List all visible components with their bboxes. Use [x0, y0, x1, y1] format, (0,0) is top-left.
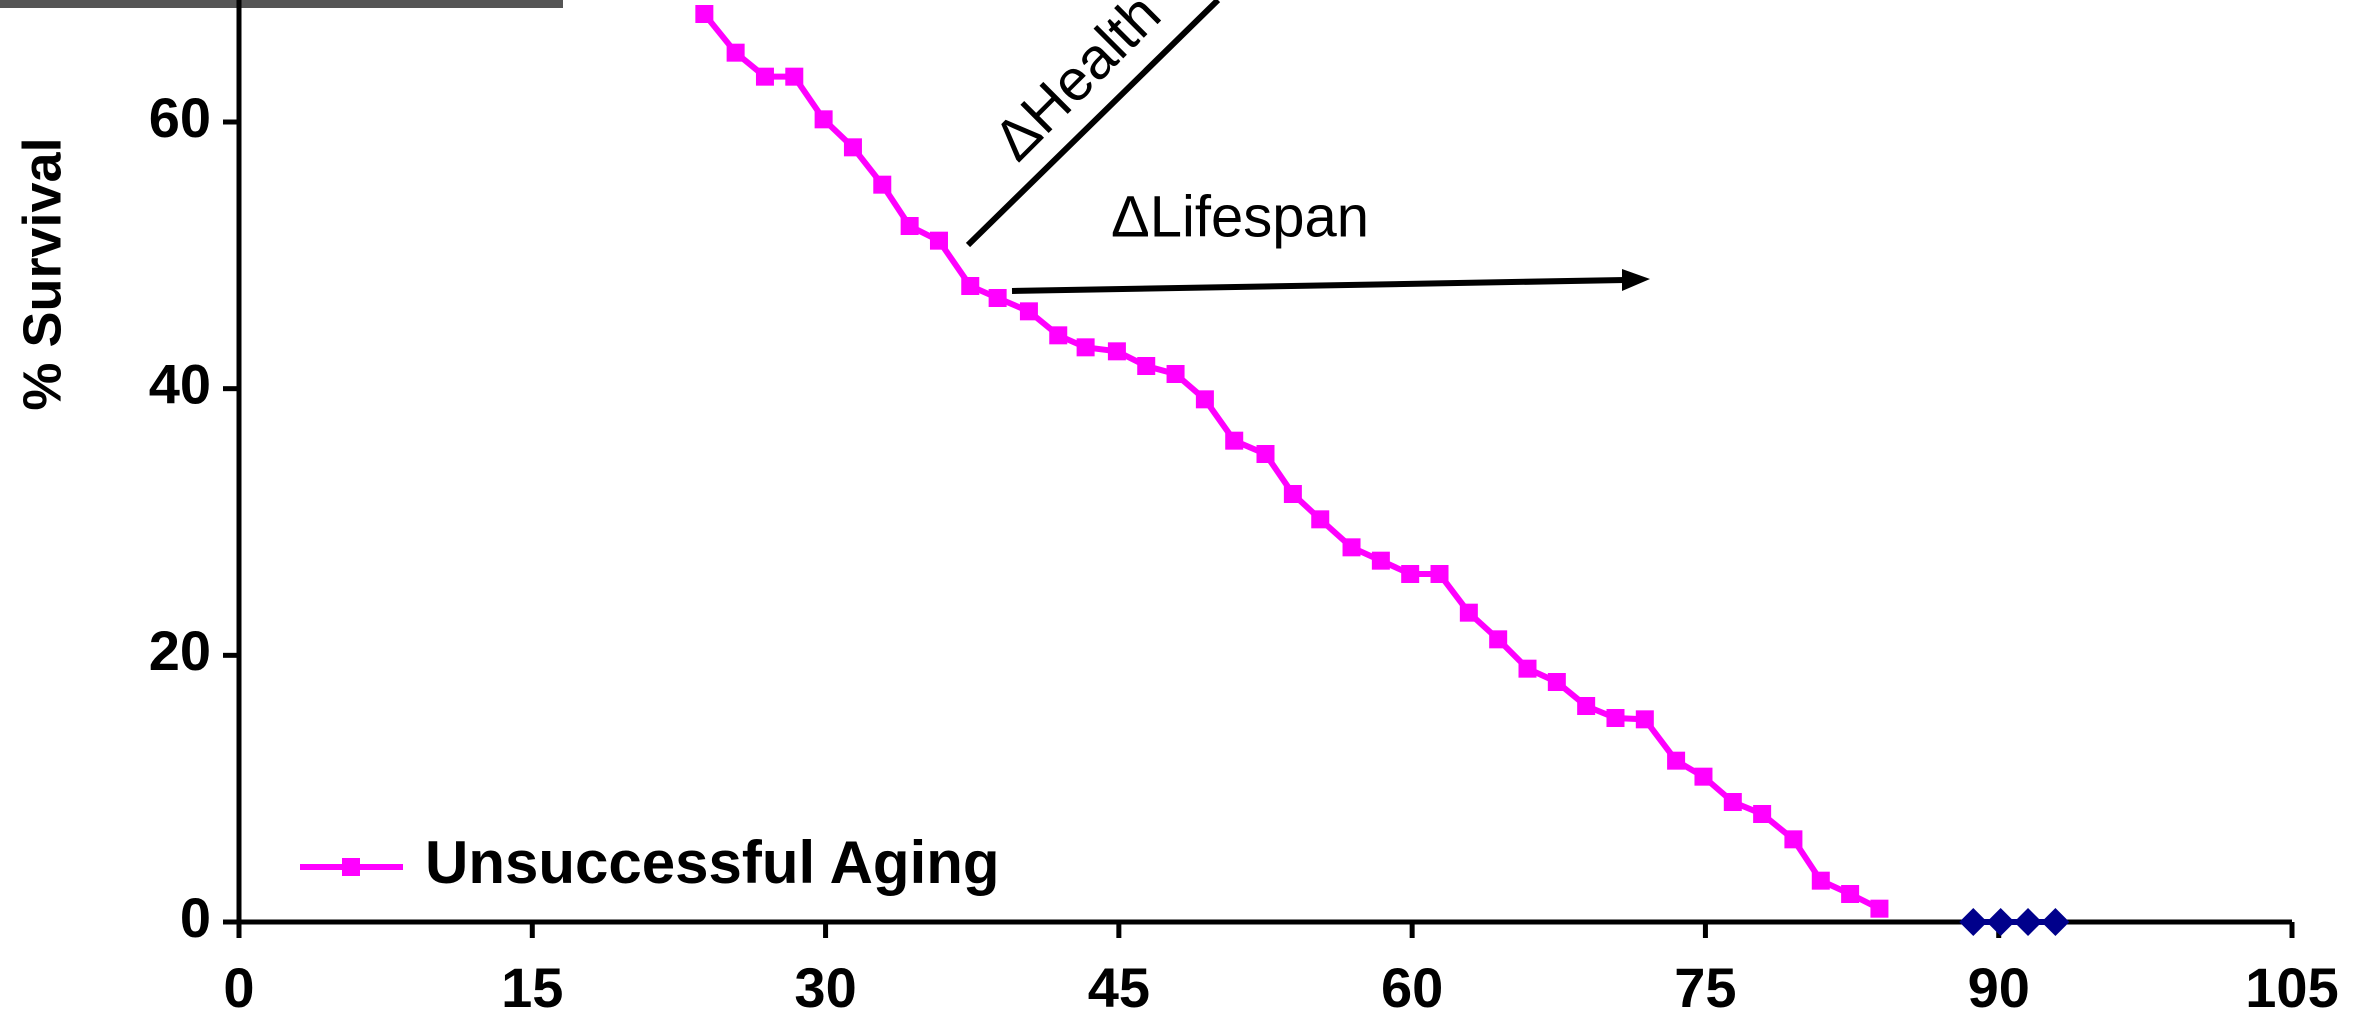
square-marker	[1547, 673, 1566, 691]
square-marker	[1753, 805, 1772, 823]
x-tick-label: 0	[223, 956, 254, 1018]
square-marker	[1283, 485, 1302, 503]
diamond-marker	[1959, 908, 1988, 936]
square-marker	[726, 43, 745, 62]
square-marker	[1195, 390, 1214, 409]
y-tick-label: 60	[149, 86, 211, 149]
x-tick-label: 90	[1968, 956, 2030, 1018]
square-marker	[900, 217, 919, 235]
annotation: ΔLifespan	[1111, 184, 1369, 249]
square-marker	[929, 231, 948, 250]
square-marker	[1076, 338, 1095, 357]
square-marker	[1841, 885, 1860, 903]
square-marker	[843, 138, 862, 157]
square-marker	[1342, 538, 1361, 557]
x-tick-label: 105	[2245, 956, 2338, 1018]
x-tick-label: 60	[1381, 956, 1443, 1018]
square-marker	[755, 67, 774, 86]
lifespan-arrow	[1011, 277, 1626, 294]
square-marker	[1667, 751, 1686, 770]
x-tick-label: 75	[1674, 956, 1736, 1018]
y-tick-label: 40	[149, 352, 211, 415]
square-marker	[1606, 709, 1625, 727]
square-marker	[1518, 659, 1537, 678]
diamond-marker	[1986, 908, 2015, 936]
square-marker	[1166, 365, 1185, 383]
square-marker	[1430, 565, 1449, 583]
square-marker	[1049, 326, 1068, 345]
square-marker	[1107, 342, 1126, 361]
square-marker	[1019, 302, 1038, 321]
square-marker	[1694, 767, 1713, 786]
square-marker	[1225, 431, 1244, 450]
square-marker	[1784, 830, 1803, 849]
photo-fragment	[0, 0, 563, 8]
square-marker	[1489, 630, 1508, 649]
square-marker	[785, 67, 804, 86]
diamond-marker	[2014, 908, 2043, 936]
square-marker	[814, 110, 833, 129]
diamond-marker	[2041, 908, 2070, 936]
square-marker	[873, 175, 892, 194]
legend-label: Unsuccessful Aging	[425, 829, 1000, 896]
square-marker	[1311, 510, 1330, 529]
x-tick-label: 30	[794, 956, 856, 1018]
square-marker	[1371, 551, 1390, 570]
square-marker	[988, 289, 1007, 307]
annotation: ΔHealth	[981, 0, 1173, 173]
square-marker	[961, 277, 980, 295]
square-marker	[1577, 697, 1596, 715]
healthspan-line	[965, 0, 1221, 248]
square-marker	[342, 858, 360, 876]
y-tick-label: 0	[180, 886, 211, 949]
square-marker	[1635, 710, 1654, 729]
square-marker	[1137, 357, 1156, 375]
square-marker	[695, 5, 714, 23]
x-tick-label: 15	[501, 956, 563, 1018]
x-tick-label: 45	[1088, 956, 1150, 1018]
arrow-head	[1622, 269, 1650, 291]
square-marker	[1723, 793, 1742, 811]
square-marker	[1811, 871, 1830, 890]
square-marker	[1459, 603, 1478, 622]
y-tick-label: 20	[149, 619, 211, 682]
y-axis-label: % Survival	[12, 137, 72, 410]
square-marker	[1256, 445, 1275, 463]
square-marker	[1401, 565, 1420, 583]
square-marker	[1870, 899, 1889, 918]
